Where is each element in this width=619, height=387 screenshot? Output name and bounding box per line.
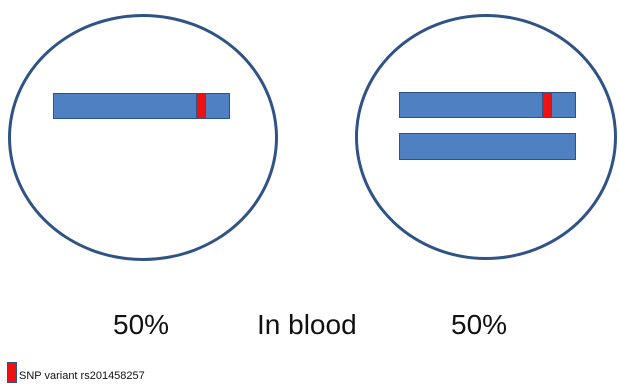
- snp-marker-left: [196, 93, 206, 119]
- cell-left: [8, 14, 278, 261]
- percent-right-label: 50%: [451, 309, 508, 340]
- snp-marker-right: [542, 92, 552, 118]
- legend-snp-label: SNP variant rs201458257: [19, 370, 145, 382]
- in-blood-label: In blood: [257, 309, 357, 340]
- chromosome-right-normal: [399, 133, 576, 160]
- percent-left-label: 50%: [113, 309, 170, 340]
- legend-snp-swatch: [7, 362, 17, 383]
